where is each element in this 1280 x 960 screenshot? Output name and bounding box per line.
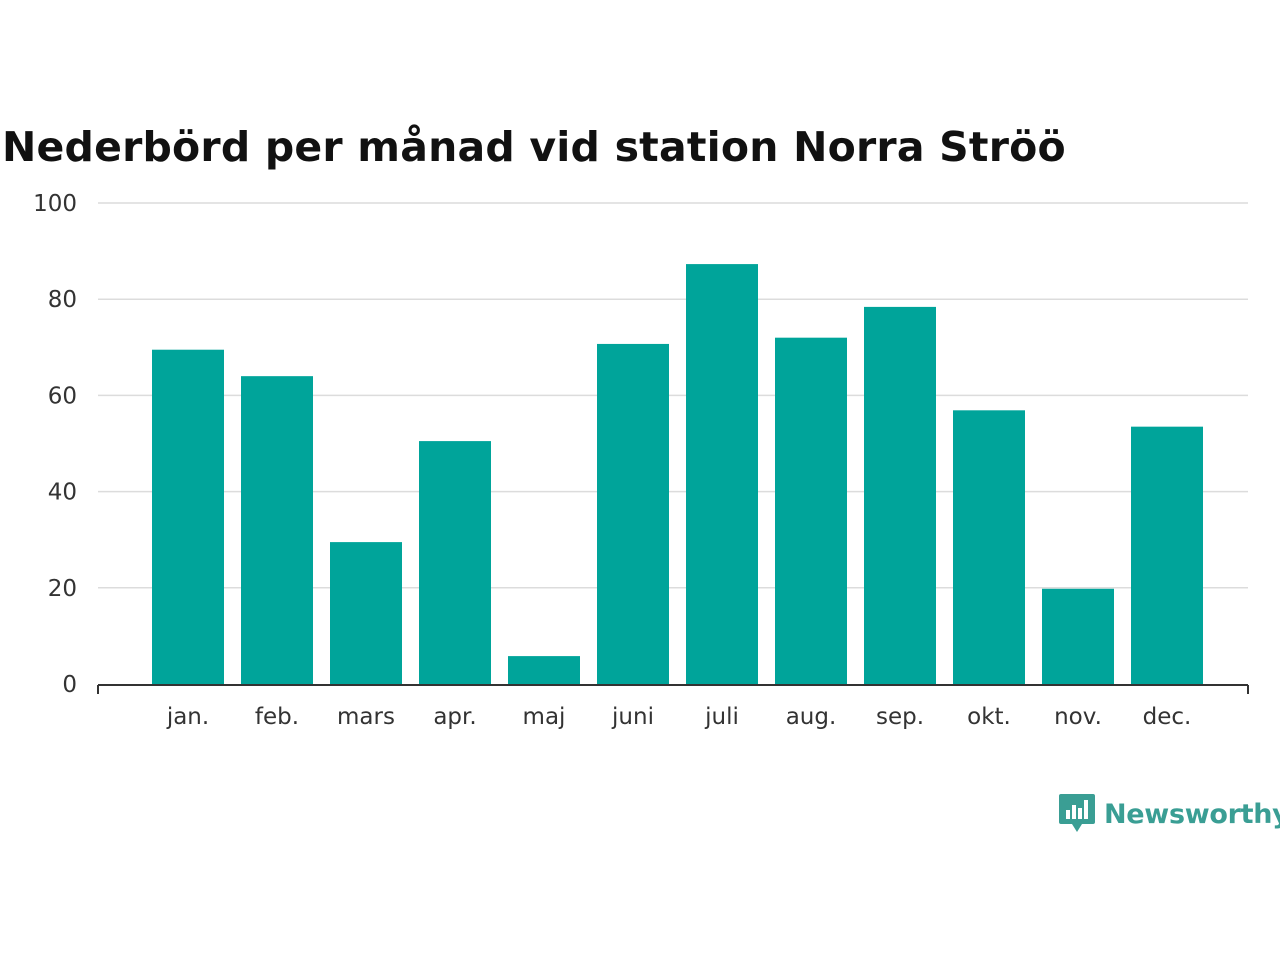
- y-tick-label: 60: [48, 383, 77, 409]
- bar: [864, 306, 936, 684]
- bar: [241, 376, 313, 684]
- y-tick-label: 40: [48, 480, 77, 506]
- y-tick-label: 100: [33, 191, 77, 217]
- bar: [508, 656, 580, 684]
- chart-title: Nederbörd per månad vid station Norra St…: [2, 123, 1066, 171]
- x-tick-labels: jan. feb. mars apr. maj juni juli aug. sep. okt. n…: [166, 704, 1192, 730]
- bar: [1131, 426, 1203, 684]
- x-tick-label: okt.: [967, 704, 1011, 730]
- y-tick-label: 0: [62, 672, 77, 698]
- x-tick-label: feb.: [255, 704, 299, 730]
- bar: [953, 410, 1025, 684]
- bar: [597, 343, 669, 684]
- newsworthy-logo-icon: [1059, 794, 1095, 832]
- x-tick-label: jan.: [166, 704, 209, 730]
- x-tick-label: mars: [337, 704, 395, 730]
- bar: [1042, 588, 1114, 684]
- bar: [686, 264, 758, 684]
- bar: [152, 349, 224, 684]
- x-tick-label: aug.: [786, 704, 837, 730]
- x-tick-label: sep.: [876, 704, 924, 730]
- x-tick-label: apr.: [433, 704, 476, 730]
- x-tick-label: nov.: [1054, 704, 1102, 730]
- y-tick-label: 80: [48, 287, 77, 313]
- newsworthy-brand: Newsworthy: [1058, 790, 1280, 838]
- y-tick-label: 20: [48, 576, 77, 602]
- x-tick-label: dec.: [1143, 704, 1192, 730]
- bar: [330, 542, 402, 684]
- x-axis: [97, 684, 1249, 694]
- bars: [152, 264, 1203, 684]
- bar: [775, 337, 847, 684]
- x-tick-label: juni: [611, 704, 654, 730]
- x-tick-label: maj: [523, 704, 566, 730]
- y-tick-labels: 0 20 40 60 80 100: [33, 191, 77, 698]
- x-tick-label: juli: [704, 704, 739, 730]
- bar: [419, 441, 491, 684]
- brand-name: Newsworthy: [1104, 798, 1280, 830]
